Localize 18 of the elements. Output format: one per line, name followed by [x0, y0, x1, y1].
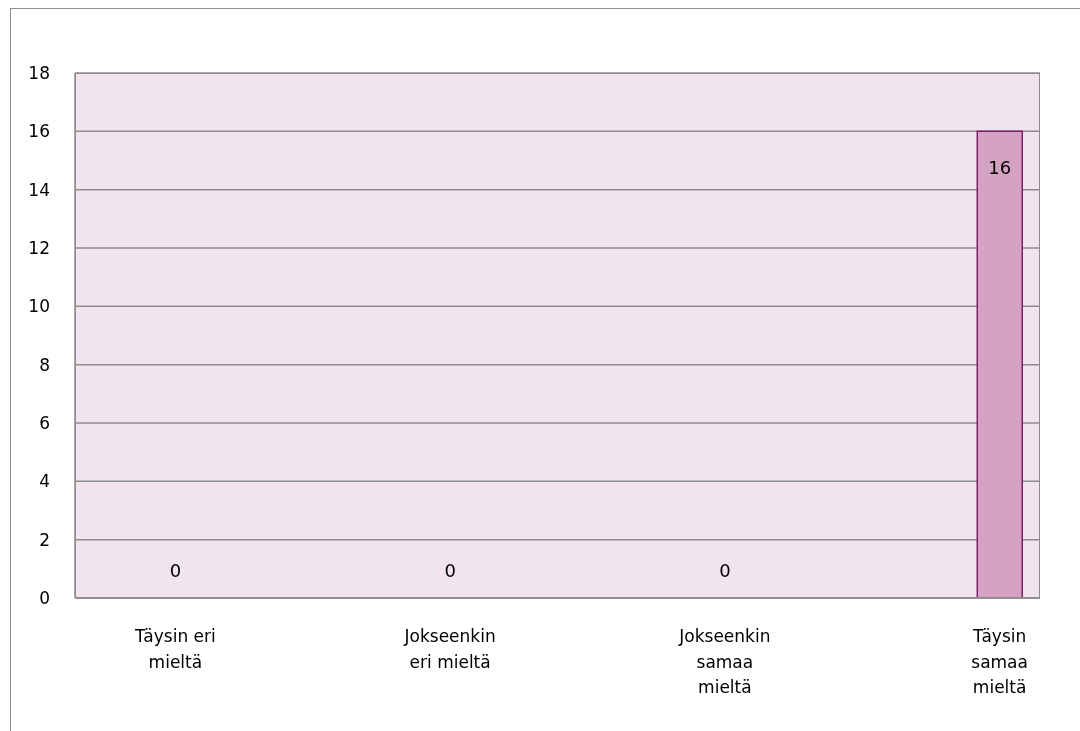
y-tick-label: 4: [39, 471, 50, 492]
y-tick-label: 8: [39, 354, 50, 375]
y-tick-label: 0: [39, 588, 50, 609]
data-label: 0: [169, 559, 182, 581]
y-tick-label: 18: [28, 63, 50, 84]
y-tick-label: 6: [39, 413, 50, 434]
y-tick-label: 16: [28, 121, 50, 142]
x-tick-label: Täysin samaa mieltä: [971, 626, 1028, 698]
data-label: 0: [719, 559, 731, 581]
x-tick-label: Jokseenkin eri mieltä: [403, 626, 496, 672]
data-label: 0: [444, 559, 456, 581]
x-tick-label: Jokseenkin samaa mieltä: [678, 626, 771, 698]
y-tick-label: 10: [28, 296, 50, 317]
y-tick-label: 12: [28, 238, 50, 259]
y-tick-label: 14: [28, 179, 50, 200]
data-label: 16: [988, 156, 1012, 178]
y-tick-label: 2: [39, 529, 50, 550]
x-tick-label: Täysin eri mieltä: [133, 626, 216, 672]
